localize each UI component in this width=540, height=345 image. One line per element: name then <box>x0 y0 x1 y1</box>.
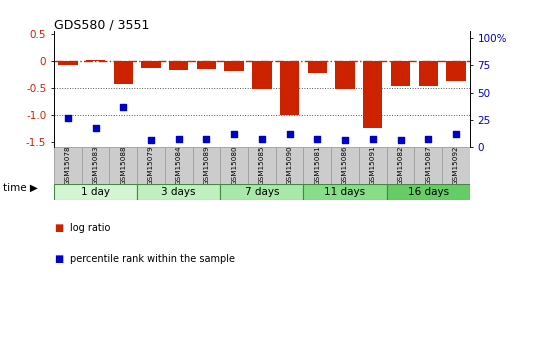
Bar <box>165 147 193 184</box>
Text: GSM15086: GSM15086 <box>342 146 348 185</box>
Point <box>424 136 433 141</box>
Point <box>202 136 211 141</box>
Text: 16 days: 16 days <box>408 187 449 197</box>
Bar <box>113 61 133 83</box>
Bar <box>137 184 220 200</box>
Text: GSM15078: GSM15078 <box>65 146 71 185</box>
Text: GSM15091: GSM15091 <box>370 146 376 185</box>
Text: ■: ■ <box>54 223 63 233</box>
Text: GSM15080: GSM15080 <box>231 146 237 185</box>
Text: 7 days: 7 days <box>245 187 279 197</box>
Text: GSM15089: GSM15089 <box>204 146 210 185</box>
Text: 1 day: 1 day <box>81 187 110 197</box>
Text: 11 days: 11 days <box>325 187 366 197</box>
Bar <box>414 147 442 184</box>
Bar <box>442 147 470 184</box>
Bar <box>137 147 165 184</box>
Point <box>285 131 294 137</box>
Bar <box>303 184 387 200</box>
Text: GSM15085: GSM15085 <box>259 146 265 185</box>
Bar <box>446 61 465 81</box>
Text: GSM15088: GSM15088 <box>120 146 126 185</box>
Bar <box>335 61 355 89</box>
Bar <box>387 147 414 184</box>
Bar <box>359 147 387 184</box>
Text: log ratio: log ratio <box>70 223 111 233</box>
Point <box>368 136 377 141</box>
Text: GSM15081: GSM15081 <box>314 146 320 185</box>
Bar <box>280 61 299 115</box>
Text: GSM15083: GSM15083 <box>92 146 99 185</box>
Bar <box>331 147 359 184</box>
Bar <box>54 147 82 184</box>
Point <box>230 131 239 137</box>
Text: 3 days: 3 days <box>161 187 196 197</box>
Text: GSM15082: GSM15082 <box>397 146 403 185</box>
Point <box>119 104 127 110</box>
Bar <box>193 147 220 184</box>
Bar <box>391 61 410 86</box>
Bar <box>225 61 244 70</box>
Bar <box>54 184 137 200</box>
Bar <box>308 61 327 73</box>
Text: GSM15090: GSM15090 <box>287 146 293 185</box>
Point <box>341 137 349 142</box>
Bar <box>220 147 248 184</box>
Bar <box>82 147 110 184</box>
Text: GSM15084: GSM15084 <box>176 146 182 185</box>
Text: time ▶: time ▶ <box>3 183 38 193</box>
Point <box>64 115 72 120</box>
Text: ■: ■ <box>54 254 63 264</box>
Bar <box>58 61 78 65</box>
Point <box>451 131 460 137</box>
Point <box>396 137 405 142</box>
Text: GDS580 / 3551: GDS580 / 3551 <box>54 18 150 31</box>
Bar <box>276 147 303 184</box>
Bar <box>141 61 161 68</box>
Text: GSM15079: GSM15079 <box>148 146 154 185</box>
Point <box>258 136 266 141</box>
Bar <box>110 147 137 184</box>
Bar <box>220 184 303 200</box>
Point <box>147 137 156 142</box>
Bar <box>248 147 276 184</box>
Point <box>174 136 183 141</box>
Bar <box>303 147 331 184</box>
Bar <box>418 61 438 86</box>
Bar <box>252 61 272 89</box>
Text: percentile rank within the sample: percentile rank within the sample <box>70 254 235 264</box>
Point <box>313 136 322 141</box>
Point <box>91 125 100 130</box>
Bar <box>387 184 470 200</box>
Text: GSM15087: GSM15087 <box>425 146 431 185</box>
Bar <box>86 60 105 61</box>
Bar <box>169 61 188 70</box>
Bar <box>197 61 216 69</box>
Bar <box>363 61 382 128</box>
Text: GSM15092: GSM15092 <box>453 146 459 185</box>
